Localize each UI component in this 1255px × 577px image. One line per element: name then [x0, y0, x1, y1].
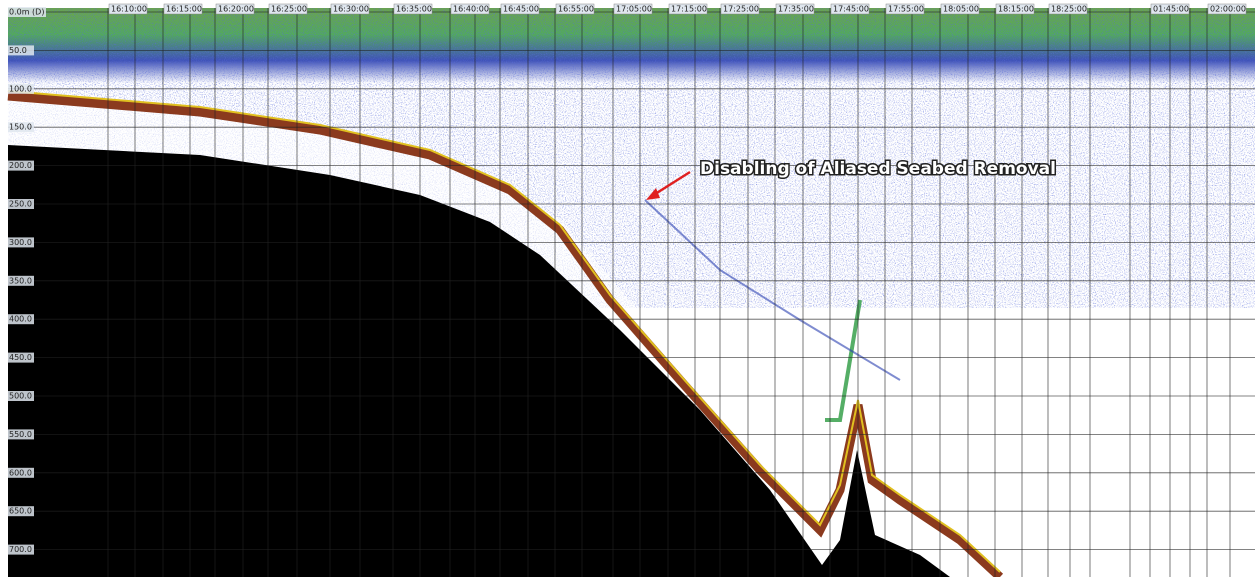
- time-label: 16:40:00: [453, 5, 489, 14]
- depth-label: 250.0: [9, 200, 32, 209]
- time-label: 17:55:00: [888, 5, 924, 14]
- time-label: 17:05:00: [616, 5, 652, 14]
- depth-label: 150.0: [9, 123, 32, 132]
- time-label: 01:45:00: [1153, 5, 1189, 14]
- depth-label: 650.0: [9, 507, 32, 516]
- depth-label: 350.0: [9, 276, 32, 285]
- echogram-view: 0.0m (D) 50.0 100.0 150.0 200.0 250.0 300.0 350…: [0, 0, 1255, 577]
- depth-label: 450.0: [9, 353, 32, 362]
- depth-label: 400.0: [9, 315, 32, 324]
- depth-label: 100.0: [9, 84, 32, 93]
- depth-label: 50.0: [9, 46, 27, 55]
- time-label: 17:15:00: [671, 5, 707, 14]
- time-label: 17:45:00: [833, 5, 869, 14]
- time-label: 16:20:00: [218, 5, 254, 14]
- time-label: 18:05:00: [943, 5, 979, 14]
- depth-label: 300.0: [9, 238, 32, 247]
- time-label: 17:25:00: [723, 5, 759, 14]
- depth-label: 600.0: [9, 468, 32, 477]
- time-label: 16:55:00: [558, 5, 594, 14]
- time-label: 16:25:00: [271, 5, 307, 14]
- depth-label: 550.0: [9, 430, 32, 439]
- depth-label: 0.0m (D): [9, 8, 44, 17]
- time-label: 18:15:00: [998, 5, 1034, 14]
- time-label: 16:30:00: [333, 5, 369, 14]
- depth-label: 700.0: [9, 545, 32, 554]
- time-label: 16:45:00: [503, 5, 539, 14]
- time-label: 16:35:00: [396, 5, 432, 14]
- annotation: Disabling of Aliased Seabed Removal: [700, 159, 1056, 179]
- time-label: 16:15:00: [166, 5, 202, 14]
- time-label: 18:25:00: [1051, 5, 1087, 14]
- time-label: 17:35:00: [778, 5, 814, 14]
- depth-label: 200.0: [9, 161, 32, 170]
- depth-label: 500.0: [9, 392, 32, 401]
- time-label: 02:00:00: [1210, 5, 1246, 14]
- time-label: 16:10:00: [111, 5, 147, 14]
- echogram: 0.0m (D) 50.0 100.0 150.0 200.0 250.0 300.0 350…: [0, 0, 1255, 577]
